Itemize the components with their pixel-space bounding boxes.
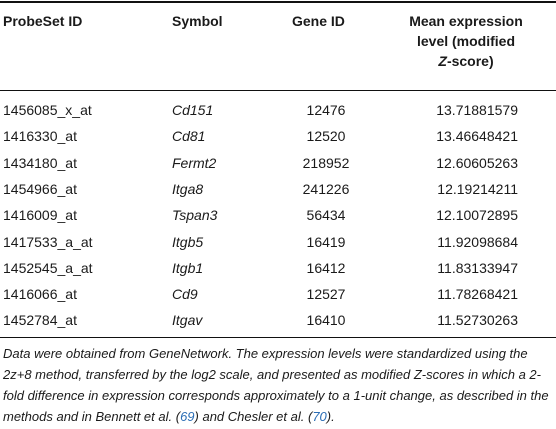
table-top-rule	[0, 1, 556, 3]
cell-gene-id: 218952	[302, 154, 350, 171]
header-mean-z: Z	[438, 53, 447, 69]
cell-mean-expression: 13.46648421	[436, 128, 518, 145]
cell-gene-id: 12476	[306, 102, 346, 118]
table-row: 1434180_at Fermt2 218952 12.60605263	[0, 150, 556, 176]
cell-probeset-id: 1416066_at	[3, 286, 77, 303]
header-mean-line1: Mean expression	[409, 13, 523, 29]
footnote-text-3: ).	[326, 409, 335, 424]
cell-symbol: Cd81	[172, 128, 206, 145]
cell-gene-id: 12527	[306, 286, 346, 303]
cell-mean-expression: 11.78268421	[437, 286, 518, 303]
cell-symbol: Itgav	[172, 312, 203, 329]
header-gene-id: Gene ID	[292, 13, 345, 29]
cell-mean-expression: 11.83133947	[437, 259, 518, 276]
table-row: 1416066_at Cd9 12527 11.78268421	[0, 281, 556, 307]
cell-gene-id: 12520	[306, 128, 346, 145]
cell-mean-expression: 12.10072895	[436, 207, 518, 224]
cell-symbol: Cd9	[172, 286, 198, 303]
cell-probeset-id: 1416009_at	[3, 207, 77, 224]
cell-gene-id: 56434	[306, 207, 346, 224]
cell-mean-expression: 12.60605263	[436, 154, 518, 171]
header-mean-line3: Z-score)	[386, 51, 546, 71]
cell-mean-expression: 13.71881579	[436, 102, 518, 118]
cell-probeset-id: 1456085_x_at	[3, 102, 92, 118]
cell-mean-expression: 11.92098684	[437, 233, 518, 250]
cell-symbol: Itgb1	[172, 259, 204, 276]
table-row: 1416009_at Tspan3 56434 12.10072895	[0, 202, 556, 228]
footnote-text-1: Data were obtained from GeneNetwork. The…	[3, 346, 549, 424]
header-mean-score: -score)	[446, 53, 494, 69]
header-probeset-id: ProbeSet ID	[3, 13, 83, 29]
header-symbol: Symbol	[172, 13, 223, 29]
cell-gene-id: 16412	[306, 259, 346, 276]
header-mean-expression: Mean expression level (modified Z-score)	[386, 11, 546, 71]
footnote-text-2: ) and Chesler et al. (	[194, 409, 313, 424]
cell-gene-id: 241226	[302, 180, 350, 197]
cell-probeset-id: 1416330_at	[3, 128, 77, 145]
cell-symbol: Itgb5	[172, 233, 204, 250]
cell-probeset-id: 1452784_at	[3, 312, 77, 329]
table-footnote: Data were obtained from GeneNetwork. The…	[3, 343, 551, 427]
cell-symbol: Tspan3	[172, 207, 218, 224]
cell-symbol: Itga8	[172, 180, 204, 197]
cell-probeset-id: 1452545_a_at	[3, 259, 93, 276]
cell-mean-expression: 12.19214211	[437, 180, 518, 197]
cell-probeset-id: 1417533_a_at	[3, 233, 93, 250]
table-row: 1416330_at Cd81 12520 13.46648421	[0, 123, 556, 149]
table-row: 1456085_x_at Cd151 12476 13.71881579	[0, 97, 556, 123]
table-row: 1454966_at Itga8 241226 12.19214211	[0, 176, 556, 202]
cell-probeset-id: 1434180_at	[3, 154, 77, 171]
reference-link-70[interactable]: 70	[312, 409, 327, 424]
cell-gene-id: 16419	[306, 233, 346, 250]
cell-probeset-id: 1454966_at	[3, 180, 77, 197]
table-row: 1452784_at Itgav 16410 11.52730263	[0, 307, 556, 333]
cell-symbol: Cd151	[172, 102, 214, 118]
cell-symbol: Fermt2	[172, 154, 217, 171]
table-bottom-rule	[0, 337, 556, 338]
cell-gene-id: 16410	[306, 312, 346, 329]
table-row: 1452545_a_at Itgb1 16412 11.83133947	[0, 255, 556, 281]
cell-mean-expression: 11.52730263	[437, 312, 518, 329]
reference-link-69[interactable]: 69	[180, 409, 195, 424]
table-header-rule	[0, 90, 556, 91]
header-mean-line2: level (modified	[416, 33, 516, 49]
table-row: 1417533_a_at Itgb5 16419 11.92098684	[0, 229, 556, 255]
